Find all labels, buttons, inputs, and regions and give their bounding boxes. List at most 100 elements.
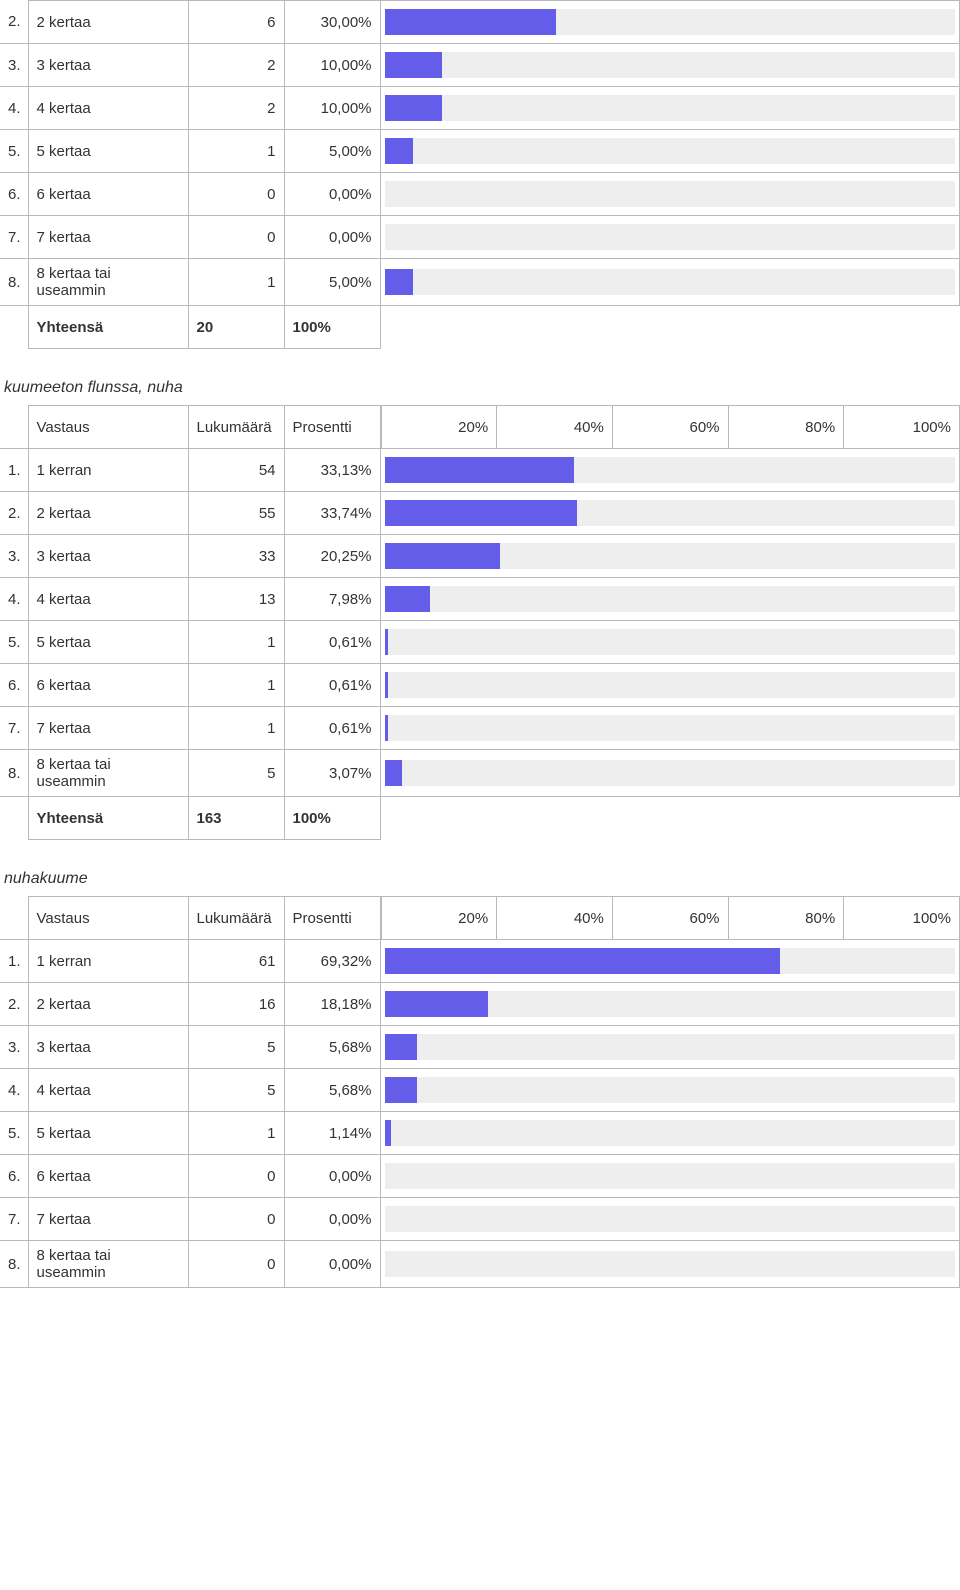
- row-label: 6 kertaa: [28, 173, 188, 216]
- bar-background: [385, 1206, 956, 1232]
- row-count: 1: [188, 1112, 284, 1155]
- row-percent: 0,61%: [284, 664, 380, 707]
- row-bar-cell: [380, 259, 960, 306]
- row-number: 1.: [0, 449, 28, 492]
- row-percent: 5,00%: [284, 259, 380, 306]
- row-label: 5 kertaa: [28, 1112, 188, 1155]
- row-number: 5.: [0, 130, 28, 173]
- bar-fill: [385, 948, 780, 974]
- row-number: 4.: [0, 1069, 28, 1112]
- bar-fill: [385, 457, 574, 483]
- bar-background: [385, 715, 956, 741]
- row-label: 6 kertaa: [28, 1155, 188, 1198]
- bar-background: [385, 181, 956, 207]
- row-count: 1: [188, 707, 284, 750]
- row-percent: 5,68%: [284, 1026, 380, 1069]
- bar-background: [385, 52, 956, 78]
- row-bar-cell: [380, 664, 960, 707]
- row-percent: 5,68%: [284, 1069, 380, 1112]
- total-label: Yhteensä: [28, 306, 188, 349]
- row-bar-cell: [380, 940, 960, 983]
- row-count: 5: [188, 750, 284, 797]
- row-bar-cell: [380, 1069, 960, 1112]
- row-number: 3.: [0, 535, 28, 578]
- row-number: 2.: [0, 492, 28, 535]
- row-count: 0: [188, 173, 284, 216]
- header-count: Lukumäärä: [188, 406, 284, 449]
- table-row: 3.3 kertaa210,00%: [0, 44, 960, 87]
- row-number: 8.: [0, 750, 28, 797]
- row-number: 4.: [0, 578, 28, 621]
- row-label: 3 kertaa: [28, 535, 188, 578]
- table-row: 4.4 kertaa55,68%: [0, 1069, 960, 1112]
- row-count: 2: [188, 87, 284, 130]
- row-count: 2: [188, 44, 284, 87]
- table-row: 8.8 kertaa tai useammin53,07%: [0, 750, 960, 797]
- row-bar-cell: [380, 173, 960, 216]
- row-percent: 0,00%: [284, 1241, 380, 1288]
- row-number: 5.: [0, 1112, 28, 1155]
- total-row: Yhteensä163100%: [0, 797, 960, 840]
- table-row: 6.6 kertaa00,00%: [0, 1155, 960, 1198]
- bar-fill: [385, 9, 556, 35]
- bar-background: [385, 1163, 956, 1189]
- table-row: 2.2 kertaa5533,74%: [0, 492, 960, 535]
- scale-tick: 80%: [728, 406, 844, 448]
- total-percent: 100%: [284, 306, 380, 349]
- bar-fill: [385, 95, 442, 121]
- row-number: 7.: [0, 707, 28, 750]
- row-label: 6 kertaa: [28, 664, 188, 707]
- total-label: Yhteensä: [28, 797, 188, 840]
- bar-fill: [385, 760, 403, 786]
- header-scale: 20%40%60%80%100%: [380, 897, 960, 940]
- row-label: 8 kertaa tai useammin: [28, 259, 188, 306]
- table-row: 1.1 kerran5433,13%: [0, 449, 960, 492]
- bar-fill: [385, 1077, 417, 1103]
- row-number: 5.: [0, 621, 28, 664]
- row-number: 7.: [0, 216, 28, 259]
- row-label: 2 kertaa: [28, 1, 188, 44]
- row-percent: 3,07%: [284, 750, 380, 797]
- header-scale: 20%40%60%80%100%: [380, 406, 960, 449]
- table-row: 1.1 kerran6169,32%: [0, 940, 960, 983]
- row-bar-cell: [380, 1026, 960, 1069]
- bar-background: [385, 224, 956, 250]
- total-percent: 100%: [284, 797, 380, 840]
- bar-background: [385, 500, 956, 526]
- table-row: 4.4 kertaa137,98%: [0, 578, 960, 621]
- row-count: 0: [188, 216, 284, 259]
- row-count: 1: [188, 621, 284, 664]
- bar-fill: [385, 586, 431, 612]
- bar-fill: [385, 500, 577, 526]
- row-bar-cell: [380, 1198, 960, 1241]
- row-percent: 69,32%: [284, 940, 380, 983]
- row-percent: 0,00%: [284, 1155, 380, 1198]
- row-bar-cell: [380, 449, 960, 492]
- row-label: 5 kertaa: [28, 621, 188, 664]
- row-number: 4.: [0, 87, 28, 130]
- row-bar-cell: [380, 707, 960, 750]
- row-label: 3 kertaa: [28, 1026, 188, 1069]
- header-answer: Vastaus: [28, 897, 188, 940]
- row-count: 1: [188, 259, 284, 306]
- bar-background: [385, 457, 956, 483]
- row-bar-cell: [380, 44, 960, 87]
- row-bar-cell: [380, 87, 960, 130]
- row-percent: 33,13%: [284, 449, 380, 492]
- row-percent: 0,00%: [284, 216, 380, 259]
- row-number: 7.: [0, 1198, 28, 1241]
- bar-background: [385, 9, 956, 35]
- total-blank: [0, 306, 28, 349]
- scale-tick: 100%: [844, 897, 959, 939]
- row-count: 0: [188, 1198, 284, 1241]
- table-row: 5.5 kertaa15,00%: [0, 130, 960, 173]
- scale-tick: 60%: [612, 897, 728, 939]
- row-label: 7 kertaa: [28, 216, 188, 259]
- row-number: 6.: [0, 173, 28, 216]
- row-percent: 5,00%: [284, 130, 380, 173]
- row-percent: 10,00%: [284, 44, 380, 87]
- row-bar-cell: [380, 1241, 960, 1288]
- row-count: 1: [188, 664, 284, 707]
- row-count: 6: [188, 1, 284, 44]
- survey-table: VastausLukumääräProsentti20%40%60%80%100…: [0, 896, 960, 1288]
